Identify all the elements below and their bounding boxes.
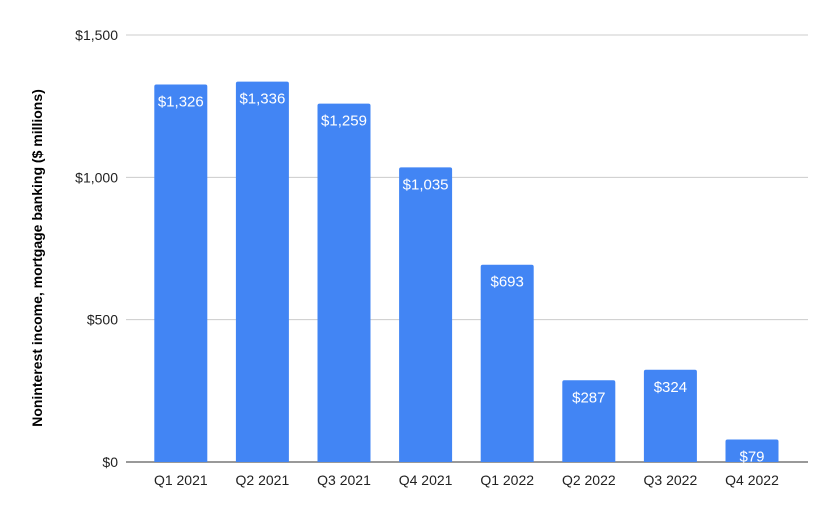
bar [154,84,208,463]
data-label: $1,336 [239,91,285,108]
data-label: $324 [654,379,687,396]
data-label: $1,326 [158,94,204,111]
data-label: $1,035 [403,176,449,193]
bar [480,264,534,462]
x-tick-label: Q2 2021 [236,472,290,488]
y-tick-label: $500 [87,312,118,328]
bar [399,167,453,462]
x-tick-label: Q3 2021 [317,472,371,488]
data-label: $287 [572,389,605,406]
bars: $1,326 $1,336 $1,259 $1,035 $693 $287 $324 $79 [154,81,779,466]
x-axis-labels: Q1 2021 Q2 2021 Q3 2021 Q4 2021 Q1 2022 Q2 20… [154,472,779,488]
data-label: $79 [739,449,764,466]
data-label: $1,259 [321,113,367,130]
x-tick-label: Q4 2022 [725,472,779,488]
x-tick-label: Q3 2022 [644,472,698,488]
x-tick-label: Q1 2022 [480,472,534,488]
x-tick-label: Q4 2021 [399,472,453,488]
data-label: $693 [491,274,524,291]
y-tick-label: $1,500 [75,27,118,43]
bar [725,439,779,462]
gridlines [126,34,808,463]
bar [317,103,371,462]
y-axis-labels: $0 $500 $1,000 $1,500 [75,27,118,470]
y-tick-label: $1,000 [75,169,118,185]
bar [235,81,289,462]
y-tick-label: $0 [102,454,118,470]
bar [562,380,616,462]
y-axis-title: Noninterest income, mortgage banking ($ … [29,89,45,427]
bar [643,369,697,462]
x-tick-label: Q2 2022 [562,472,616,488]
x-tick-label: Q1 2021 [154,472,208,488]
